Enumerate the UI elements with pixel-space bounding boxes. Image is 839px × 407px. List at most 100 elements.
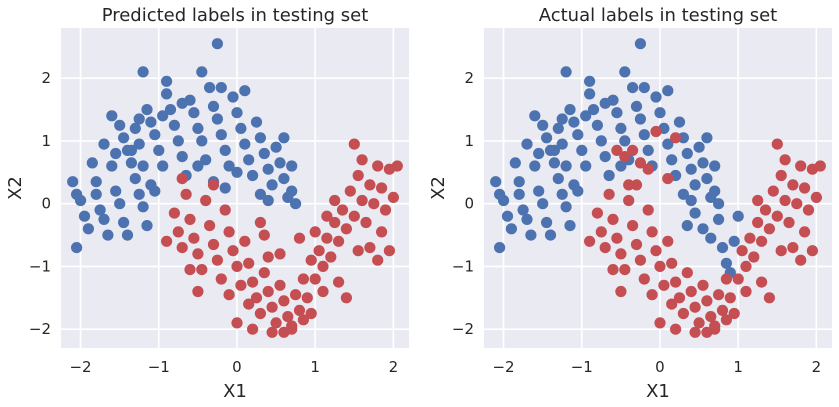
data-point — [599, 97, 611, 109]
data-point — [200, 194, 212, 207]
data-point — [204, 82, 216, 94]
data-point — [243, 257, 255, 269]
data-point — [509, 157, 521, 169]
y-tick-label: −1 — [29, 257, 51, 275]
data-point — [352, 245, 364, 257]
data-point — [149, 185, 161, 197]
data-point — [333, 235, 345, 247]
y-axis-label: X2 — [5, 176, 26, 200]
data-point — [180, 188, 192, 200]
data-point — [282, 311, 294, 323]
data-point — [196, 66, 208, 78]
data-point — [215, 129, 227, 141]
data-point — [697, 223, 709, 235]
data-point — [161, 88, 173, 100]
data-point — [806, 245, 819, 257]
data-point — [662, 173, 674, 185]
data-point — [110, 147, 122, 160]
data-point — [666, 257, 678, 269]
data-point — [654, 107, 666, 119]
data-point — [650, 245, 662, 257]
data-point — [149, 129, 161, 141]
data-point — [681, 267, 693, 279]
data-point — [732, 273, 744, 285]
data-point — [86, 157, 98, 169]
data-point — [211, 113, 223, 125]
data-point — [231, 166, 243, 178]
data-point — [153, 144, 165, 156]
data-point — [650, 91, 662, 103]
data-point — [379, 204, 392, 216]
data-point — [541, 132, 553, 144]
data-point — [638, 273, 650, 285]
data-point — [176, 173, 188, 185]
data-point — [556, 188, 568, 200]
data-point — [654, 260, 666, 272]
data-point — [82, 223, 94, 235]
data-point — [223, 289, 235, 301]
data-point — [736, 245, 748, 257]
data-point — [207, 238, 220, 251]
data-point — [666, 298, 678, 310]
data-point — [121, 229, 134, 241]
data-point — [564, 104, 576, 116]
data-point — [685, 194, 697, 207]
y-tick-label: 2 — [41, 69, 51, 87]
data-point — [677, 307, 690, 320]
data-point — [293, 232, 306, 244]
data-point — [623, 194, 635, 207]
data-point — [611, 232, 623, 244]
data-point — [309, 273, 321, 285]
x-tick-label: 1 — [310, 358, 320, 376]
data-point — [71, 242, 83, 254]
data-point — [599, 151, 611, 163]
data-point — [360, 216, 372, 229]
data-point — [227, 245, 239, 257]
data-point — [286, 160, 298, 172]
data-point — [118, 216, 130, 229]
data-point — [752, 194, 764, 207]
data-point — [630, 100, 643, 112]
data-point — [623, 179, 635, 191]
data-point — [309, 226, 321, 238]
x-axis-label: X1 — [223, 381, 247, 402]
data-point — [250, 292, 263, 304]
data-point — [121, 144, 134, 156]
y-tick-label: −2 — [452, 320, 474, 338]
data-point — [556, 138, 568, 150]
data-point — [254, 188, 266, 200]
data-point — [615, 248, 627, 260]
data-point — [235, 279, 247, 291]
data-point — [313, 245, 325, 257]
data-point — [219, 182, 231, 194]
chart-title: Predicted labels in testing set — [102, 5, 369, 26]
data-point — [537, 119, 549, 131]
data-point — [642, 204, 654, 216]
data-point — [247, 169, 259, 182]
data-point — [340, 223, 352, 235]
data-point — [114, 198, 126, 210]
data-point — [297, 314, 309, 326]
data-point — [188, 107, 200, 119]
data-point — [262, 251, 274, 263]
data-point — [744, 232, 756, 244]
data-point — [763, 292, 776, 304]
data-point — [321, 210, 333, 222]
data-point — [391, 160, 403, 172]
data-point — [689, 301, 701, 313]
data-point — [266, 179, 278, 191]
data-point — [348, 138, 360, 150]
data-point — [90, 176, 102, 188]
y-tick-label: 1 — [464, 132, 474, 150]
data-point — [611, 144, 623, 156]
data-point — [642, 144, 654, 156]
data-point — [697, 157, 709, 169]
data-point — [239, 138, 251, 150]
data-point — [689, 207, 701, 219]
data-point — [110, 185, 122, 197]
data-point — [591, 119, 604, 131]
data-point — [584, 235, 596, 247]
data-point — [227, 91, 239, 103]
data-point — [262, 285, 274, 298]
data-point — [137, 160, 149, 172]
